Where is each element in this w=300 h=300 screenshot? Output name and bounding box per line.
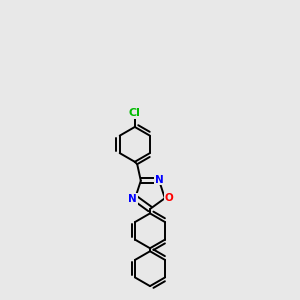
- Text: O: O: [165, 193, 173, 202]
- Text: N: N: [128, 194, 137, 204]
- Text: N: N: [155, 175, 164, 184]
- Text: Cl: Cl: [129, 108, 141, 118]
